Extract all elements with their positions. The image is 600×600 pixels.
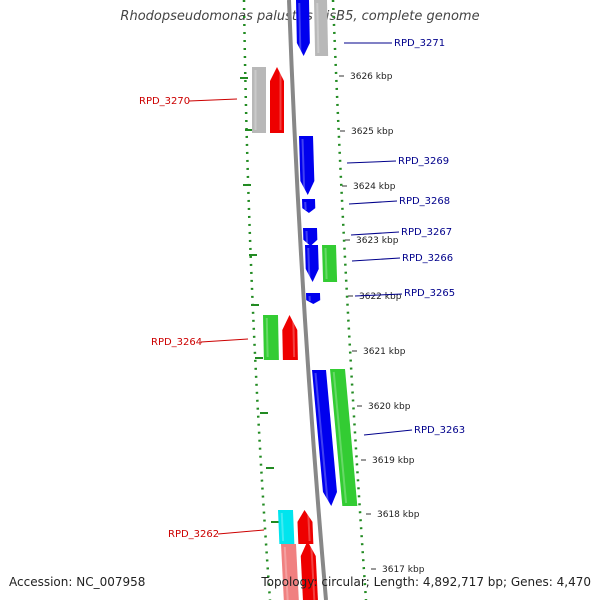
scale-tick-label: 3623 kbp — [356, 236, 399, 246]
gene-rpd-3266-a — [305, 245, 319, 282]
gene-label: RPD_3265 — [404, 288, 455, 299]
gene-rpd-3266-b — [322, 245, 338, 282]
gene-rpd-3271-b-highlight — [316, 2, 320, 54]
scale-tick-label: 3617 kbp — [382, 565, 425, 575]
gene-rpd-3263-a-highlight — [314, 372, 329, 504]
gene-rpd-3264-a-highlight — [265, 317, 269, 358]
gene-rpd-3271-a-highlight — [298, 2, 302, 54]
gene-rpd-3264-b-highlight — [292, 317, 296, 358]
gene-rpd-3262-b — [297, 510, 314, 544]
gene-rpd-3267 — [303, 228, 318, 246]
gene-labels: RPD_3271 RPD_3270 RPD_3269 RPD_3268 RPD_3267… — [139, 38, 465, 540]
gene-rpd-3262-b-highlight — [307, 512, 311, 542]
gene-label: RPD_3269 — [398, 156, 449, 167]
scale-tick-label: 3622 kbp — [359, 292, 402, 302]
gene-label: RPD_3271 — [394, 38, 445, 49]
gene-label: RPD_3266 — [402, 253, 453, 264]
scale-tick-label: 3620 kbp — [368, 402, 411, 412]
gene-rpd-3261-a-highlight — [283, 546, 289, 600]
dotted-guides — [240, 0, 368, 600]
gene-label-leader — [363, 429, 413, 436]
gene-rpd-3263-b — [330, 369, 358, 506]
gene-rpd-3267-highlight — [305, 230, 309, 244]
gene-rpd-3266-a-highlight — [307, 247, 311, 280]
gene-rpd-3268 — [302, 199, 316, 213]
scale-ticks: 3626 kbp 3625 kbp 3624 kbp 3623 kbp 3622 kbp… — [339, 72, 425, 575]
gene-rpd-3263-a — [312, 370, 337, 506]
gene-rpd-3264-b — [282, 315, 298, 360]
accession-text: Accession: NC_007958 — [9, 575, 146, 589]
genome-summary-text: Topology: circular; Length: 4,892,717 bp… — [261, 575, 591, 589]
gene-label-leader — [348, 200, 398, 205]
gene-rpd-3261-a — [281, 544, 299, 600]
gene-rpd-3271-b — [314, 0, 329, 56]
gene-rpd-3263-b-highlight — [332, 371, 348, 504]
scale-tick-label: 3625 kbp — [351, 127, 394, 137]
gene-rpd-3262-a — [278, 510, 295, 544]
gene-label-leader — [346, 160, 397, 164]
gene-label: RPD_3264 — [151, 337, 202, 348]
gene-rpd-3269-highlight — [301, 138, 306, 193]
scale-tick-label: 3624 kbp — [353, 182, 396, 192]
scale-tick-label: 3621 kbp — [363, 347, 406, 357]
gene-rpd-3262-a-highlight — [280, 512, 285, 542]
gene-label: RPD_3267 — [401, 227, 452, 238]
scale-tick-label: 3619 kbp — [372, 456, 415, 466]
gene-features — [252, 0, 358, 600]
gene-rpd-3261-b — [300, 541, 318, 600]
gene-label-leader — [217, 529, 265, 535]
gene-label-leader — [354, 293, 403, 297]
gene-rpd-3261-b-highlight — [310, 543, 316, 600]
scale-tick-label: 3618 kbp — [377, 510, 420, 520]
genome-backbone — [287, 0, 328, 600]
gene-label: RPD_3270 — [139, 96, 190, 107]
gene-rpd-3265 — [306, 293, 321, 304]
gene-label: RPD_3263 — [414, 425, 465, 436]
gene-rpd-3270-b — [270, 67, 284, 133]
gene-label: RPD_3268 — [399, 196, 450, 207]
gene-rpd-3271-a — [296, 0, 310, 56]
gene-label-leader — [350, 231, 400, 236]
gene-label-leader — [188, 98, 238, 102]
gene-label-leader — [351, 257, 401, 262]
gene-label-leader — [200, 338, 249, 343]
gene-rpd-3264-a — [263, 315, 279, 360]
gene-rpd-3269 — [299, 136, 315, 195]
scale-tick-label: 3626 kbp — [350, 72, 393, 82]
gene-rpd-3270-a — [252, 67, 266, 133]
gene-label: RPD_3262 — [168, 529, 219, 540]
gene-rpd-3266-b-highlight — [324, 247, 328, 280]
